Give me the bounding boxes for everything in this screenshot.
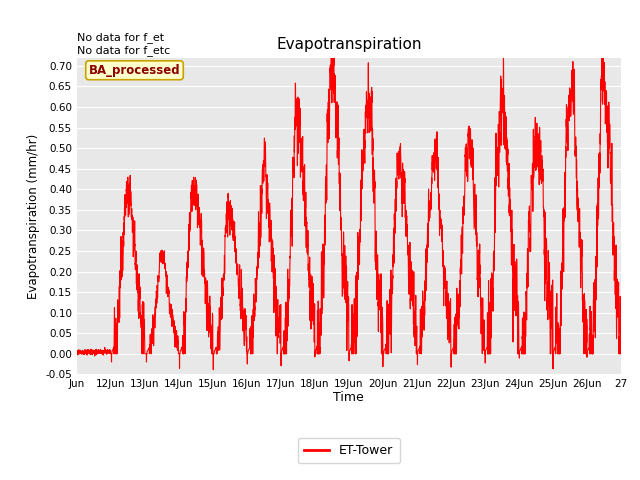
Text: No data for f_et
No data for f_etc: No data for f_et No data for f_etc — [77, 32, 170, 56]
Text: BA_processed: BA_processed — [89, 64, 180, 77]
Y-axis label: Evapotranspiration (mm/hr): Evapotranspiration (mm/hr) — [27, 133, 40, 299]
X-axis label: Time: Time — [333, 391, 364, 404]
Legend: ET-Tower: ET-Tower — [298, 438, 399, 463]
Title: Evapotranspiration: Evapotranspiration — [276, 37, 422, 52]
